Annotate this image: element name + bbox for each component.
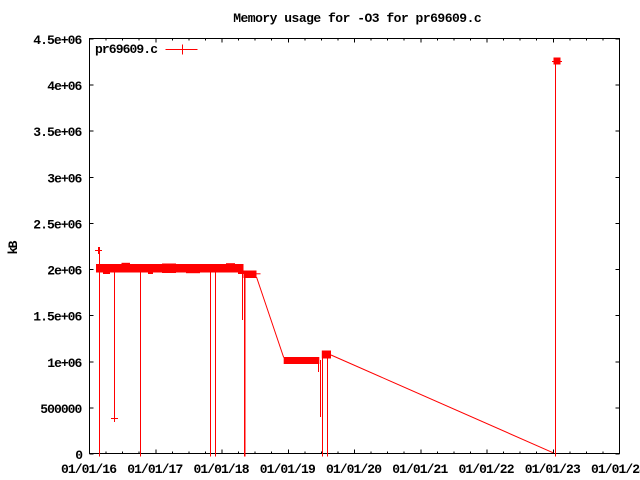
svg-text:500000: 500000: [40, 402, 82, 417]
svg-text:01/01/19: 01/01/19: [260, 462, 316, 477]
svg-text:0: 0: [75, 448, 83, 463]
svg-text:1e+06: 1e+06: [47, 356, 82, 371]
svg-text:4.5e+06: 4.5e+06: [33, 33, 82, 48]
svg-text:01/01/23: 01/01/23: [525, 462, 581, 477]
svg-text:01/01/24: 01/01/24: [591, 462, 640, 477]
svg-text:01/01/20: 01/01/20: [326, 462, 382, 477]
svg-text:3.5e+06: 3.5e+06: [33, 125, 82, 140]
svg-text:kB: kB: [6, 240, 21, 254]
svg-text:3e+06: 3e+06: [47, 171, 82, 186]
svg-text:1.5e+06: 1.5e+06: [33, 310, 82, 325]
svg-text:4e+06: 4e+06: [47, 79, 82, 94]
svg-text:2.5e+06: 2.5e+06: [33, 217, 82, 232]
svg-text:2e+06: 2e+06: [47, 264, 82, 279]
svg-text:01/01/21: 01/01/21: [392, 462, 448, 477]
svg-text:Memory usage for -O3 for pr696: Memory usage for -O3 for pr69609.c: [233, 11, 482, 26]
svg-text:01/01/16: 01/01/16: [61, 462, 117, 477]
svg-text:pr69609.c: pr69609.c: [95, 42, 158, 57]
svg-text:01/01/22: 01/01/22: [459, 462, 515, 477]
svg-text:01/01/18: 01/01/18: [194, 462, 250, 477]
svg-text:01/01/17: 01/01/17: [127, 462, 183, 477]
